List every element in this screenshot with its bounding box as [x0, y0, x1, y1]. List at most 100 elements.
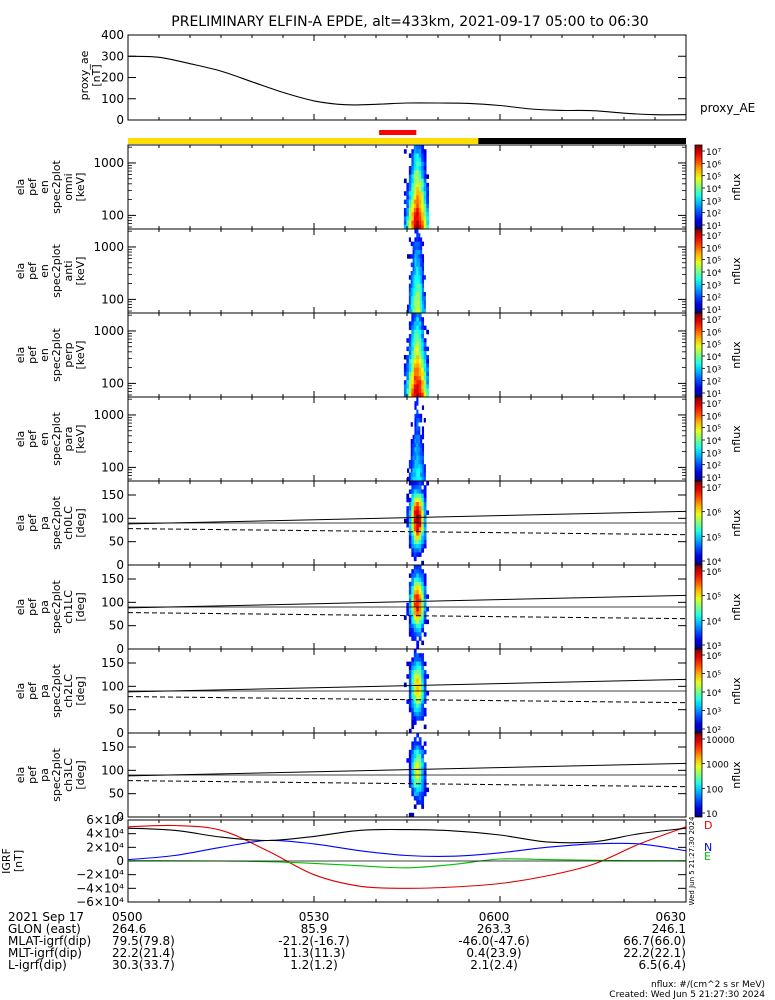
heatmap-cell	[411, 712, 415, 717]
heatmap-cell	[421, 287, 425, 293]
heatmap-cell	[418, 636, 422, 641]
heatmap-cell	[416, 518, 420, 524]
heatmap-cell	[423, 346, 427, 352]
colorbar-tick-label: 10⁵	[706, 173, 721, 183]
heatmap-cell	[406, 611, 410, 616]
y-axis-label: ela	[14, 599, 27, 616]
heatmap-cell	[421, 619, 425, 625]
heatmap-cell	[408, 539, 412, 545]
y-tick-label: 150	[101, 488, 124, 502]
heatmap-cell	[418, 674, 422, 679]
colorbar-tick-label: 10⁵	[706, 593, 721, 603]
y-axis-label: spec2plot	[50, 160, 63, 214]
heatmap-cell	[406, 380, 410, 385]
heatmap-cell	[423, 275, 426, 280]
heatmap-cell	[418, 300, 421, 305]
heatmap-cell	[421, 716, 425, 721]
heatmap-cell	[416, 262, 419, 268]
heatmap-cell	[421, 611, 425, 616]
heatmap-cell	[412, 275, 415, 280]
heatmap-cell	[403, 392, 407, 398]
heatmap-cell	[418, 510, 422, 515]
heatmap-cell	[411, 149, 415, 154]
heatmap-cell	[408, 602, 412, 608]
heatmap-cell	[416, 766, 420, 772]
heatmap-cell	[421, 191, 425, 196]
heatmap-cell	[418, 346, 422, 352]
heatmap-cell	[423, 380, 427, 385]
heatmap-cell	[416, 275, 419, 280]
heatmap-cell	[421, 426, 425, 431]
y-axis-label: ela	[14, 515, 27, 532]
heatmap-cell	[423, 350, 427, 356]
y-axis-label: perp	[62, 342, 75, 367]
colorbar-tick-label: 10⁶	[706, 509, 721, 519]
heatmap-cell	[406, 506, 410, 511]
heatmap-cell	[416, 472, 419, 478]
heatmap-cell	[418, 451, 421, 457]
heatmap-cell	[423, 392, 427, 398]
heatmap-cell	[426, 367, 429, 373]
heatmap-cell	[412, 308, 415, 314]
heatmap-cell	[414, 271, 417, 276]
heatmap-cell	[410, 287, 413, 293]
heatmap-cell	[416, 779, 420, 784]
heatmap-cell	[418, 707, 422, 713]
heatmap-cell	[418, 275, 421, 280]
heatmap-cell	[421, 775, 425, 780]
y-tick-label: 50	[109, 703, 124, 717]
heatmap-cell	[412, 250, 415, 255]
heatmap-cell	[408, 472, 412, 478]
heatmap-cell	[411, 569, 415, 574]
heatmap-cell	[421, 749, 425, 755]
heatmap-cell	[403, 367, 407, 373]
heatmap-cell	[420, 455, 423, 461]
heatmap-cell	[421, 430, 425, 436]
heatmap-cell	[423, 779, 427, 784]
heatmap-cell	[408, 707, 412, 713]
heatmap-cell	[423, 619, 427, 625]
heatmap-cell	[406, 376, 410, 381]
heatmap-cell	[416, 497, 420, 503]
heatmap-cell	[411, 216, 415, 221]
heatmap-cell	[418, 426, 421, 431]
heatmap-cell	[408, 615, 412, 620]
heatmap-cell	[418, 355, 422, 360]
heatmap-cell	[408, 590, 412, 595]
heatmap-cell	[411, 539, 415, 545]
heatmap-cell	[423, 783, 427, 788]
heatmap-cell	[411, 787, 415, 793]
heatmap-cell	[413, 174, 417, 179]
y-tick-label: 100	[101, 511, 124, 525]
heatmap-cell	[416, 489, 420, 494]
heatmap-cell	[413, 518, 417, 524]
heatmap-cell	[408, 224, 412, 230]
heatmap-cell	[408, 611, 412, 616]
heatmap-cell	[426, 355, 429, 360]
heatmap-cell	[408, 170, 412, 175]
heatmap-cell	[414, 472, 417, 478]
colorbar-label: nflux	[730, 761, 743, 789]
heatmap-cell	[403, 615, 407, 620]
heatmap-cell	[416, 598, 420, 604]
heatmap-cell	[418, 447, 421, 452]
y-tick-label: 300	[101, 49, 124, 63]
heatmap-cell	[410, 443, 413, 448]
heatmap-cell	[414, 447, 417, 452]
heatmap-cell	[416, 233, 419, 238]
heatmap-cell	[410, 464, 413, 469]
colorbar-tick-label: 10⁵	[706, 671, 721, 681]
heatmap-cell	[411, 661, 415, 667]
heatmap-cell	[406, 182, 410, 188]
heatmap-cell	[416, 476, 419, 482]
heatmap-cell	[413, 313, 417, 318]
heatmap-cell	[416, 754, 420, 759]
colorbar-tick-label: 10⁶	[706, 412, 721, 422]
heatmap-cell	[416, 430, 419, 436]
heatmap-cell	[411, 758, 415, 763]
heatmap-cell	[421, 455, 425, 461]
heatmap-cell	[408, 531, 412, 536]
heatmap-cell	[418, 611, 422, 616]
colorbar-tick-label: 10⁶	[706, 652, 721, 662]
heatmap-cell	[416, 161, 420, 167]
